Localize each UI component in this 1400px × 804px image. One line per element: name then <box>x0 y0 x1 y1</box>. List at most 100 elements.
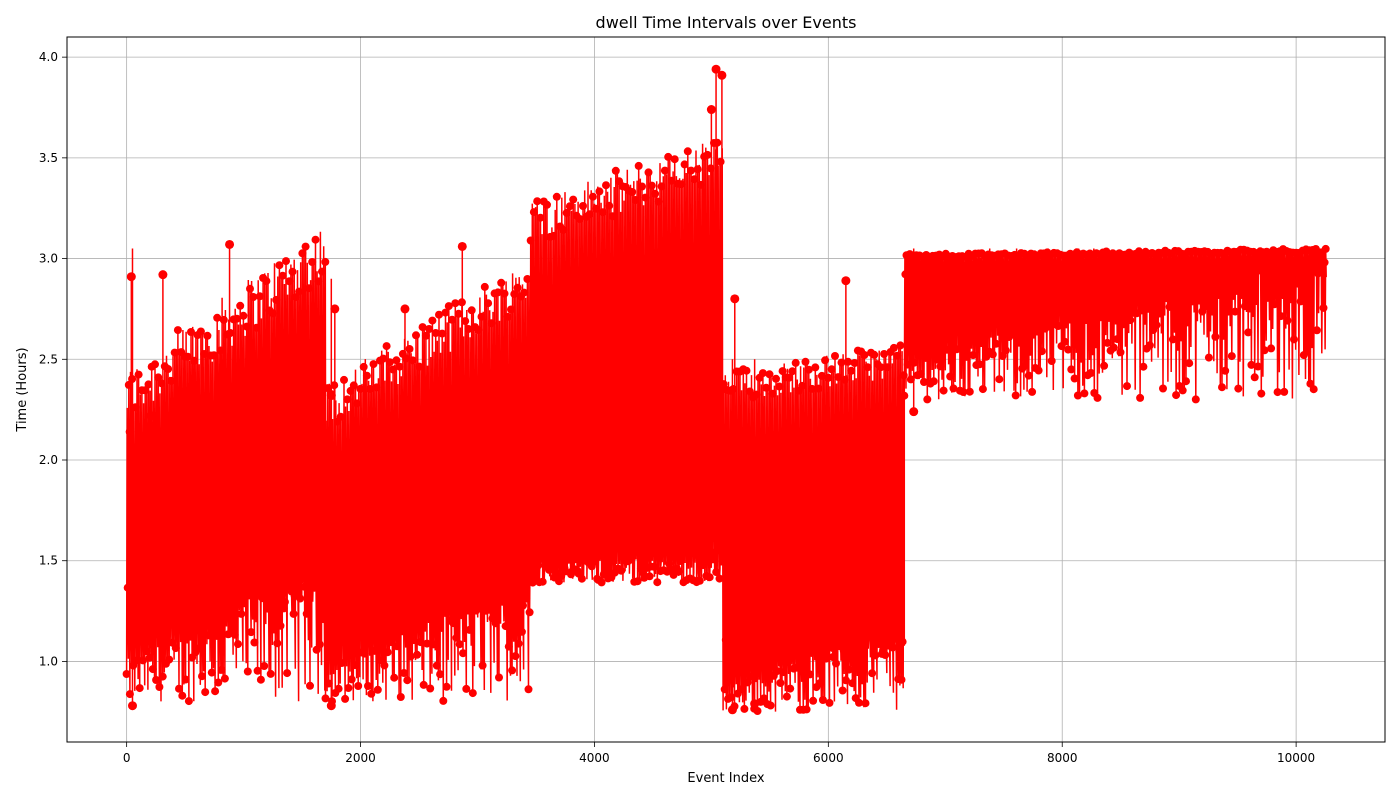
data-point <box>746 672 755 681</box>
data-point <box>1094 265 1103 274</box>
data-point <box>737 685 746 694</box>
data-point <box>419 680 428 689</box>
data-point <box>234 640 242 649</box>
data-point <box>298 249 307 258</box>
data-point <box>717 547 726 556</box>
data-point <box>569 195 578 204</box>
y-tick-label: 2.0 <box>39 453 58 467</box>
data-point <box>483 595 491 604</box>
data-point <box>232 314 241 323</box>
data-point <box>504 642 513 651</box>
data-point <box>244 581 253 590</box>
data-point <box>563 539 572 548</box>
data-point <box>571 555 580 564</box>
data-point <box>801 357 810 366</box>
data-point <box>976 265 985 274</box>
data-point <box>720 685 729 694</box>
data-point <box>1290 335 1298 344</box>
data-point <box>1214 291 1223 299</box>
data-point <box>596 542 605 551</box>
data-point <box>888 643 897 652</box>
outlier-point <box>717 70 727 80</box>
data-point <box>1263 293 1272 302</box>
data-point <box>1222 255 1231 264</box>
data-point <box>641 193 650 202</box>
data-point <box>222 591 230 600</box>
data-point <box>142 647 151 656</box>
data-point <box>198 672 206 681</box>
data-point <box>404 587 413 596</box>
data-point <box>525 608 534 617</box>
data-point <box>240 599 249 608</box>
data-point <box>285 277 294 286</box>
data-point <box>350 661 359 670</box>
data-point <box>793 630 802 639</box>
data-point <box>1182 377 1190 386</box>
data-point <box>1284 273 1293 282</box>
data-point <box>598 208 607 217</box>
data-point <box>415 362 424 371</box>
data-point <box>602 181 610 190</box>
data-point <box>448 315 457 324</box>
data-point <box>1231 307 1240 316</box>
data-point <box>514 639 523 648</box>
data-point <box>626 535 634 544</box>
data-point <box>906 375 915 384</box>
data-point <box>898 637 907 646</box>
data-point <box>825 698 834 707</box>
data-point <box>187 328 195 336</box>
data-point <box>874 640 883 648</box>
data-point <box>463 587 472 596</box>
data-point <box>946 372 955 381</box>
data-point <box>804 365 813 374</box>
data-point <box>548 561 557 570</box>
data-point <box>267 587 276 596</box>
data-point <box>1024 371 1033 380</box>
data-point <box>826 630 835 639</box>
data-point <box>416 638 425 647</box>
data-point <box>558 556 567 565</box>
data-point <box>936 362 945 371</box>
data-point <box>852 633 861 642</box>
data-point <box>478 661 487 670</box>
data-point <box>442 682 451 691</box>
data-point <box>687 166 696 175</box>
data-point <box>347 675 356 684</box>
data-point <box>304 284 313 293</box>
data-point <box>708 555 717 564</box>
data-point <box>587 562 596 571</box>
data-point <box>785 373 794 382</box>
y-tick-label: 3.0 <box>39 252 58 266</box>
data-point <box>456 598 465 607</box>
data-point <box>390 673 399 682</box>
data-point <box>372 383 381 392</box>
data-point <box>319 615 328 624</box>
data-point <box>996 256 1005 265</box>
data-point <box>1260 346 1269 355</box>
data-point <box>701 525 710 534</box>
data-point <box>1283 316 1292 325</box>
data-point <box>603 538 612 547</box>
data-point <box>1002 268 1011 277</box>
x-tick-label: 10000 <box>1277 751 1315 765</box>
data-point <box>271 594 280 603</box>
data-point <box>712 568 721 577</box>
data-point <box>288 267 297 276</box>
data-point <box>831 352 839 360</box>
data-point <box>729 385 738 393</box>
data-point <box>409 636 418 645</box>
data-point <box>590 545 598 554</box>
data-point <box>870 350 879 359</box>
data-point <box>1237 291 1246 299</box>
data-point <box>892 631 901 640</box>
outlier-point <box>727 705 737 715</box>
data-point <box>889 343 898 352</box>
data-point <box>396 693 405 701</box>
data-point <box>834 373 843 382</box>
data-point <box>272 295 281 304</box>
data-point <box>1124 256 1133 265</box>
data-point <box>493 288 502 297</box>
data-point <box>417 595 426 604</box>
data-point <box>655 506 664 515</box>
data-point <box>349 381 358 390</box>
